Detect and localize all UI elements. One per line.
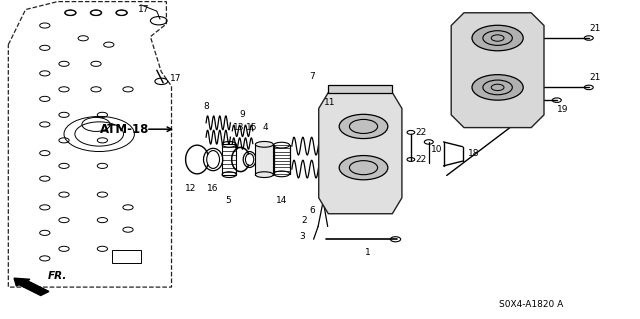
Text: 22: 22 [415, 128, 427, 137]
Text: 16: 16 [207, 184, 219, 193]
Bar [328, 85, 392, 93]
Text: 3: 3 [300, 232, 305, 241]
Bar [222, 145, 236, 175]
Text: 17: 17 [138, 5, 150, 14]
Text: 12: 12 [185, 184, 196, 193]
Text: 10: 10 [431, 145, 443, 154]
Circle shape [339, 156, 388, 180]
Circle shape [472, 25, 523, 51]
Text: S0X4-A1820 A: S0X4-A1820 A [499, 300, 563, 309]
Text: 21: 21 [589, 24, 601, 33]
Bar [255, 145, 273, 175]
Text: 20: 20 [492, 106, 504, 115]
Text: FR.: FR. [48, 271, 67, 281]
Ellipse shape [255, 142, 273, 147]
Text: 22: 22 [415, 155, 427, 164]
Polygon shape [319, 93, 402, 214]
Text: 4: 4 [263, 123, 268, 132]
Text: 15: 15 [246, 123, 257, 132]
Polygon shape [451, 13, 544, 128]
Text: 13: 13 [233, 123, 244, 132]
Text: 5: 5 [226, 197, 231, 205]
Circle shape [339, 114, 388, 138]
Text: ATM-18: ATM-18 [100, 123, 150, 136]
Text: 7: 7 [310, 72, 315, 81]
Text: 11: 11 [324, 98, 335, 107]
Text: 9: 9 [239, 110, 244, 119]
Text: 1: 1 [365, 248, 371, 256]
Text: 21: 21 [589, 73, 601, 82]
Bar [112, 250, 141, 263]
Text: 17: 17 [170, 74, 182, 83]
FancyArrow shape [14, 278, 49, 295]
Ellipse shape [255, 172, 273, 177]
Text: 2: 2 [302, 216, 307, 225]
Text: 18: 18 [468, 149, 479, 158]
Circle shape [472, 75, 523, 100]
Text: 8: 8 [204, 102, 209, 111]
Text: 19: 19 [557, 105, 569, 114]
Text: 6: 6 [310, 206, 315, 215]
Text: 14: 14 [276, 197, 287, 205]
